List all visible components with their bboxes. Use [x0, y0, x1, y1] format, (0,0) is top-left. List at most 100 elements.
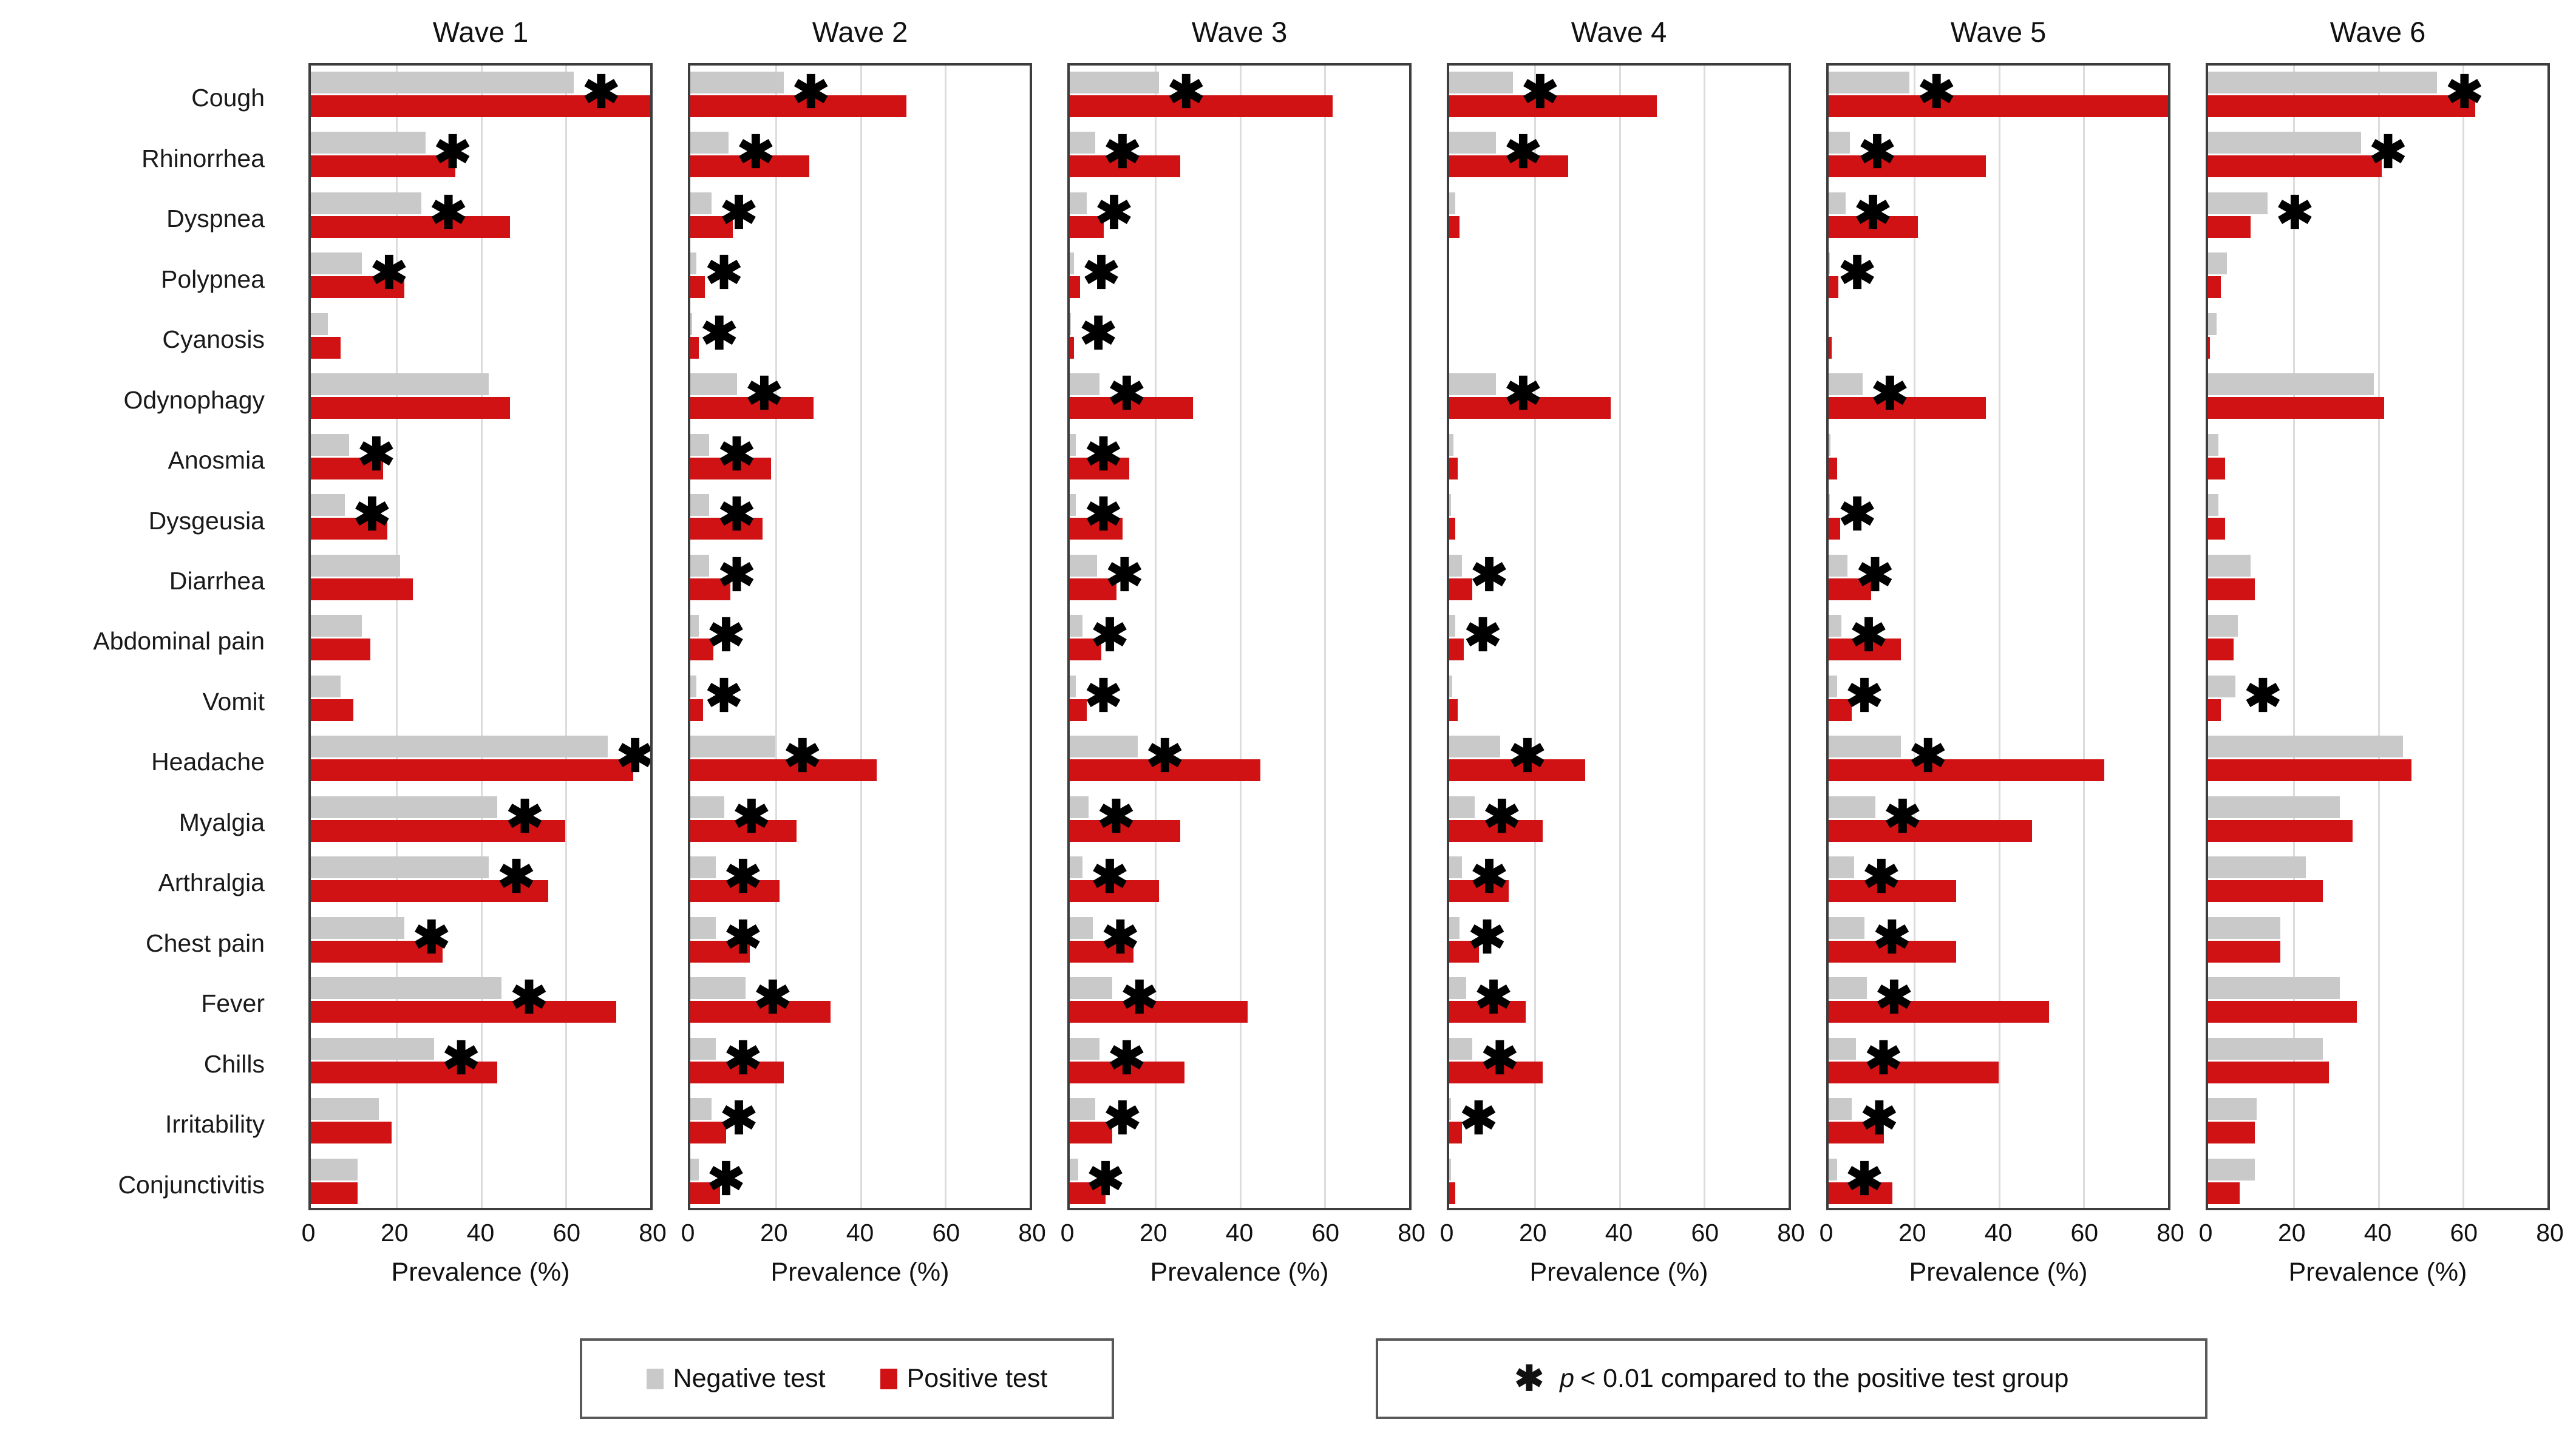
- bar-positive: [1829, 759, 2105, 782]
- symptom-row: ✱: [1449, 1032, 1789, 1092]
- significance-asterisk: ✱: [1849, 610, 1888, 661]
- bar-negative: [1449, 1098, 1452, 1120]
- category-label: Odynophagy: [123, 385, 265, 414]
- category-label: Dysgeusia: [148, 506, 265, 535]
- bar-negative: [311, 433, 349, 456]
- bar-positive: [690, 397, 814, 419]
- bar-positive: [690, 518, 763, 540]
- gridline: [1534, 66, 1536, 1208]
- x-tick: 80: [1777, 1219, 1805, 1247]
- bar-negative: [2208, 192, 2268, 214]
- bar-negative: [2208, 1037, 2323, 1060]
- bar-negative: [1070, 192, 1087, 214]
- bar-negative: [1449, 615, 1456, 637]
- symptom-row: ✱: [1070, 186, 1409, 246]
- bar-positive: [311, 397, 511, 419]
- symptom-row: ✱: [2208, 126, 2547, 186]
- bar-positive: [1070, 1061, 1184, 1083]
- significance-asterisk: ✱: [1107, 368, 1146, 419]
- bar-negative: [2208, 373, 2374, 396]
- significance-asterisk: ✱: [1464, 610, 1502, 661]
- wave-panel: Wave 3 ✱ ✱ ✱ ✱ ✱ ✱ ✱ ✱ ✱ ✱ ✱ ✱ ✱ ✱ ✱ ✱ ✱ ✱ ✱ 0 20 40 60 80 Preval…: [1061, 0, 1426, 1317]
- wave-title: Wave 1: [432, 15, 529, 48]
- significance-asterisk: ✱: [1504, 368, 1542, 419]
- significance-asterisk: ✱: [1084, 670, 1123, 721]
- bar-negative: [690, 494, 710, 517]
- wave-panel: Wave 6 ✱ ✱ ✱ ✱ 0 20 40 60 80 Prevalence (%): [2199, 0, 2564, 1317]
- bar-negative: [1449, 373, 1496, 396]
- positive-swatch-icon: [880, 1368, 897, 1389]
- bar-positive: [1070, 639, 1102, 661]
- significance-asterisk: ✱: [616, 731, 653, 782]
- bar-negative: [2208, 1158, 2255, 1181]
- bar-negative: [1070, 736, 1138, 758]
- bar-positive: [1070, 1122, 1112, 1144]
- significance-asterisk: ✱: [736, 127, 775, 178]
- bar-positive: [690, 215, 733, 238]
- bar-negative: [1829, 796, 1875, 818]
- significance-asterisk: ✱: [1862, 852, 1900, 903]
- bar-positive: [1449, 155, 1568, 178]
- bar-positive: [1449, 1122, 1462, 1144]
- bar-negative: [690, 1037, 716, 1060]
- bar-negative: [690, 72, 784, 93]
- symptom-row: ✱: [1829, 971, 2168, 1031]
- x-tick: 60: [2450, 1219, 2478, 1247]
- significance-asterisk: ✱: [1521, 67, 1559, 117]
- bar-positive: [311, 1122, 392, 1144]
- bar-positive: [2208, 880, 2323, 903]
- bar-negative: [311, 252, 362, 275]
- symptom-row: [311, 1153, 650, 1208]
- x-tick: 20: [1518, 1219, 1547, 1247]
- symptom-row: ✱: [2208, 66, 2547, 126]
- x-tick: 40: [1984, 1219, 2013, 1247]
- bar-negative: [311, 72, 574, 93]
- bar-positive: [1070, 95, 1333, 117]
- bar-negative: [1449, 1037, 1473, 1060]
- bar-negative: [1829, 373, 1863, 396]
- symptom-row: ✱: [690, 549, 1030, 609]
- symptom-row: ✱: [690, 730, 1030, 790]
- bar-positive: [1829, 276, 1839, 299]
- significance-asterisk: ✱: [1120, 972, 1158, 1023]
- bar-negative: [311, 736, 608, 758]
- bar-negative: [1449, 433, 1453, 456]
- significance-asterisk: ✱: [1854, 187, 1892, 238]
- category-label: Cough: [191, 84, 265, 112]
- symptom-row: [1829, 428, 2168, 488]
- x-tick: 40: [1225, 1219, 1254, 1247]
- bar-negative: [311, 916, 404, 939]
- bar-negative: [2208, 433, 2219, 456]
- symptom-row: ✱: [1829, 246, 2168, 307]
- category-label: Cyanosis: [162, 325, 265, 354]
- significance-asterisk: ✱: [2445, 67, 2484, 117]
- gridline: [2462, 66, 2465, 1208]
- symptom-row: ✱: [1070, 609, 1409, 669]
- bar-negative: [311, 615, 362, 637]
- bar-positive: [690, 578, 731, 600]
- symptom-row: ✱: [1829, 66, 2168, 126]
- bar-positive: [690, 155, 809, 178]
- significance-asterisk: ✱: [370, 248, 408, 299]
- significance-asterisk: ✱: [1474, 972, 1512, 1023]
- x-tick: 80: [2536, 1219, 2564, 1247]
- symptom-row: ✱: [1070, 367, 1409, 427]
- significance-asterisk: ✱: [497, 852, 535, 903]
- legend-negative-label: Negative test: [673, 1364, 826, 1393]
- symptom-row: [311, 307, 650, 367]
- significance-asterisk: ✱: [1079, 308, 1118, 359]
- bar-negative: [1070, 916, 1093, 939]
- bar-positive: [311, 336, 341, 359]
- bar-negative: [1070, 1098, 1095, 1120]
- bar-positive: [1070, 518, 1123, 540]
- gridline: [565, 66, 568, 1208]
- symptom-row: ✱: [311, 66, 650, 126]
- x-tick: 40: [466, 1219, 495, 1247]
- bar-negative: [1449, 977, 1466, 1000]
- symptom-row: ✱: [1449, 790, 1789, 850]
- bar-negative: [2208, 916, 2280, 939]
- x-tick: 0: [1060, 1219, 1075, 1247]
- symptom-row: ✱: [311, 971, 650, 1031]
- symptom-row: [1449, 246, 1789, 307]
- symptom-row: [2208, 850, 2547, 910]
